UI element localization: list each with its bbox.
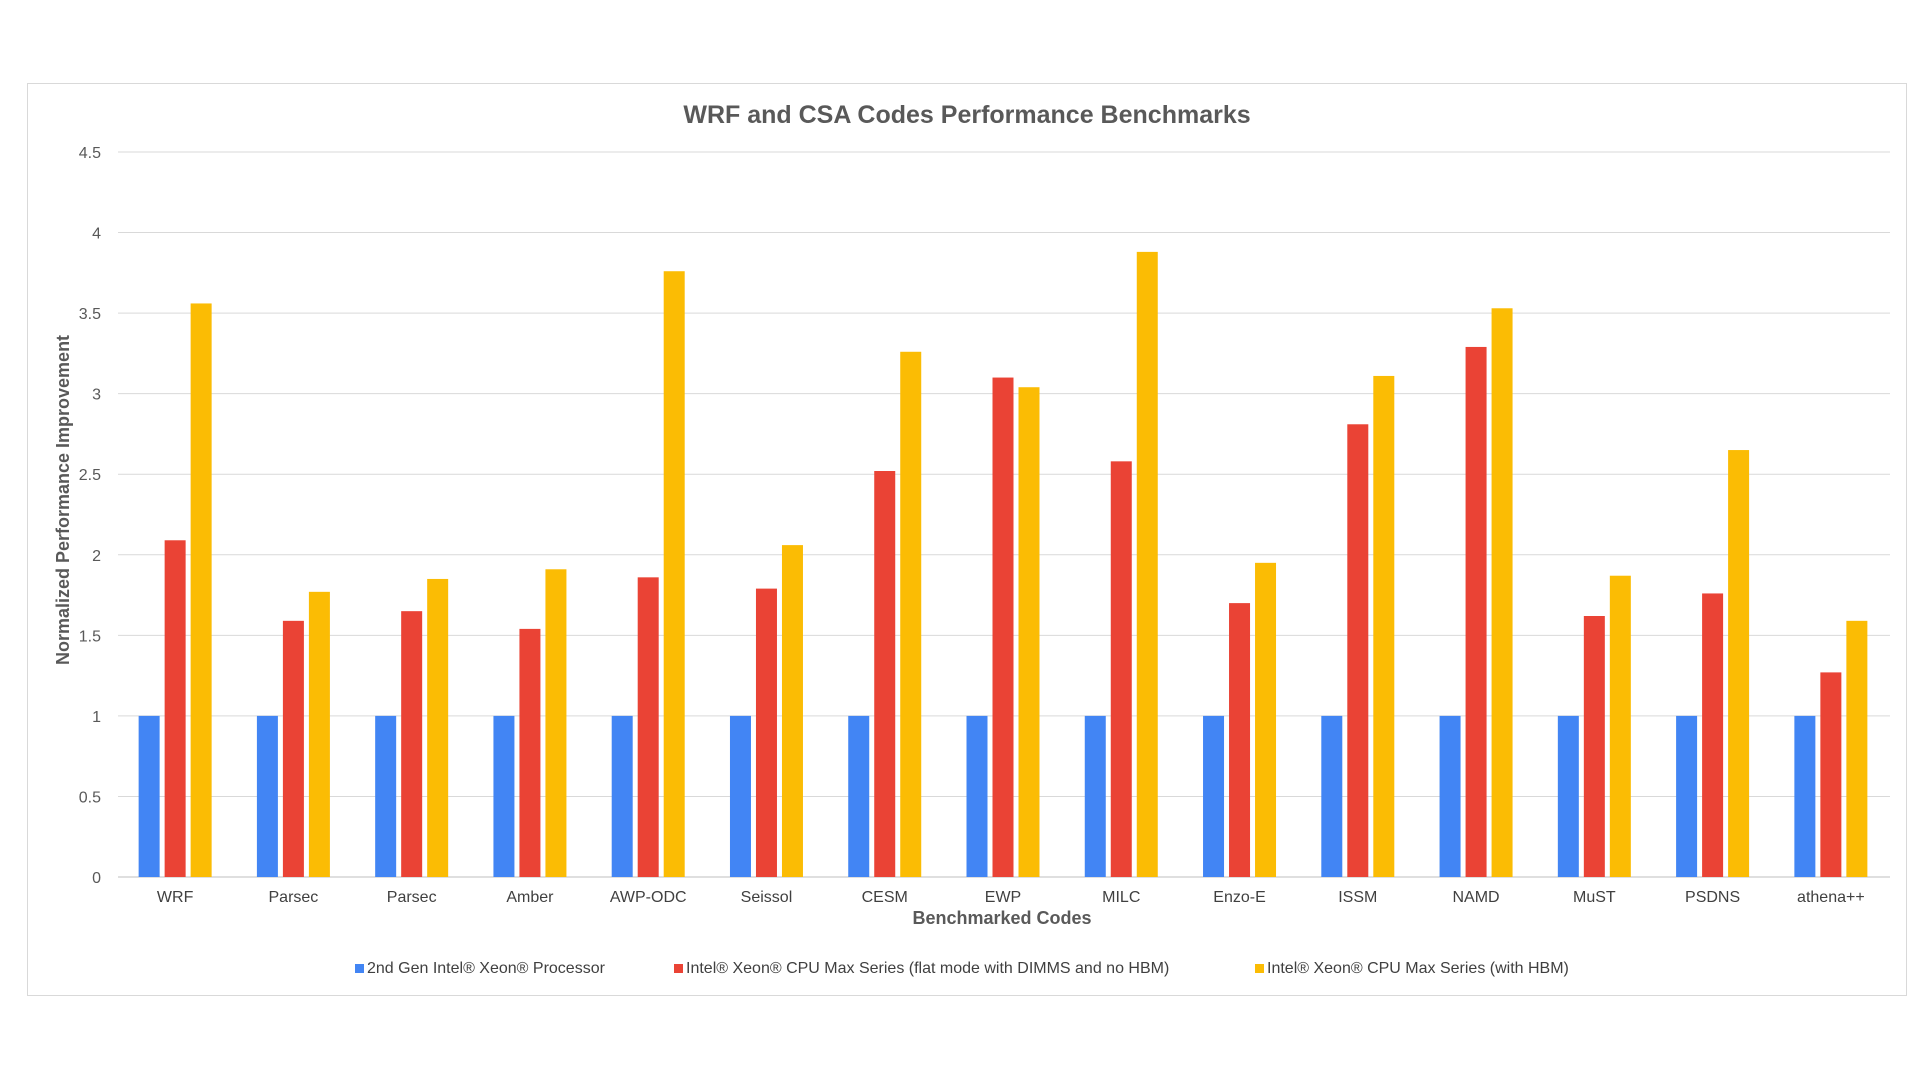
x-axis-title: Benchmarked Codes	[912, 908, 1091, 928]
y-tick-label: 0.5	[79, 789, 101, 806]
bar-cesm-series-3	[900, 351, 922, 877]
legend-swatch	[355, 964, 364, 973]
bar-awp-odc-series-1	[611, 715, 633, 877]
y-tick-label: 4.5	[79, 145, 101, 162]
x-tick-label: MuST	[1573, 889, 1616, 906]
legend-swatch	[1255, 964, 1264, 973]
bar-wrf-series-3	[190, 303, 212, 877]
bar-milc-series-1	[1084, 715, 1106, 877]
bar-awp-odc-series-3	[663, 271, 685, 877]
bar-parsec-series-2	[282, 620, 304, 877]
legend-item: Intel® Xeon® CPU Max Series (with HBM)	[1255, 960, 1569, 977]
bar-ewp-series-3	[1018, 387, 1040, 877]
bars	[138, 251, 1868, 877]
bar-seissol-series-2	[755, 588, 777, 877]
y-tick-label: 1.5	[79, 628, 101, 645]
bar-wrf-series-1	[138, 715, 160, 877]
legend: 2nd Gen Intel® Xeon® Processor Intel® Xeo…	[355, 960, 1569, 977]
bar-parsec-series-2	[401, 611, 423, 877]
bar-athena--series-2	[1820, 672, 1842, 877]
bar-milc-series-2	[1110, 461, 1132, 877]
bar-parsec-series-3	[308, 591, 330, 877]
x-tick-label: Parsec	[269, 889, 319, 906]
legend-label: 2nd Gen Intel® Xeon® Processor	[367, 960, 606, 977]
bar-athena--series-3	[1846, 620, 1868, 877]
bar-enzo-e-series-1	[1203, 715, 1225, 877]
chart-title: WRF and CSA Codes Performance Benchmarks	[683, 101, 1250, 129]
bar-ewp-series-1	[966, 715, 988, 877]
bar-parsec-series-1	[375, 715, 397, 877]
legend-label: Intel® Xeon® CPU Max Series (with HBM)	[1267, 960, 1569, 977]
bar-must-series-2	[1583, 616, 1605, 877]
x-tick-label: Enzo-E	[1213, 889, 1265, 906]
bar-namd-series-3	[1491, 308, 1513, 877]
bar-cesm-series-1	[848, 715, 870, 877]
x-tick-label: AWP-ODC	[610, 889, 687, 906]
x-tick-label: Parsec	[387, 889, 437, 906]
bar-parsec-series-1	[256, 715, 278, 877]
bar-athena--series-1	[1794, 715, 1816, 877]
bar-seissol-series-1	[729, 715, 751, 877]
x-tick-label: Amber	[506, 889, 554, 906]
bar-must-series-1	[1557, 715, 1579, 877]
bar-amber-series-3	[545, 569, 567, 877]
x-tick-label: MILC	[1102, 889, 1140, 906]
y-tick-label: 2	[92, 548, 101, 565]
chart-frame: WRF and CSA Codes Performance Benchmarks…	[27, 83, 1907, 996]
bar-issm-series-2	[1347, 424, 1369, 877]
legend-item: 2nd Gen Intel® Xeon® Processor	[355, 960, 606, 977]
bar-parsec-series-3	[427, 578, 449, 877]
x-tick-label: NAMD	[1453, 889, 1500, 906]
bar-must-series-3	[1609, 575, 1631, 877]
bar-awp-odc-series-2	[637, 577, 659, 877]
bar-cesm-series-2	[874, 471, 896, 877]
y-axis-title: Normalized Performance Improvement	[53, 335, 73, 665]
x-tick-label: Seissol	[741, 889, 793, 906]
bar-amber-series-2	[519, 628, 541, 877]
bar-psdns-series-1	[1676, 715, 1698, 877]
x-tick-label: ISSM	[1338, 889, 1377, 906]
y-axis-ticks: 0 0.5 1 1.5 2 2.5 3 3.5 4 4.5	[79, 145, 101, 887]
x-tick-label: CESM	[862, 889, 908, 906]
bar-psdns-series-2	[1702, 593, 1724, 877]
y-tick-label: 3	[92, 387, 101, 404]
y-tick-label: 1	[92, 709, 101, 726]
legend-label: Intel® Xeon® CPU Max Series (flat mode w…	[686, 960, 1169, 977]
x-tick-label: EWP	[985, 889, 1021, 906]
bar-seissol-series-3	[781, 545, 803, 877]
bar-enzo-e-series-2	[1229, 603, 1251, 877]
y-tick-label: 0	[92, 870, 101, 887]
x-tick-label: PSDNS	[1685, 889, 1740, 906]
bar-ewp-series-2	[992, 377, 1014, 877]
y-tick-label: 4	[92, 226, 101, 243]
x-tick-label: WRF	[157, 889, 194, 906]
bar-milc-series-3	[1136, 251, 1158, 877]
bar-issm-series-1	[1321, 715, 1343, 877]
bar-amber-series-1	[493, 715, 515, 877]
bar-wrf-series-2	[164, 540, 186, 877]
bar-enzo-e-series-3	[1255, 562, 1277, 877]
x-axis-ticks: WRF Parsec Parsec Amber AWP-ODC Seissol CESM EW…	[157, 889, 1865, 906]
legend-swatch	[674, 964, 683, 973]
chart-svg: WRF and CSA Codes Performance Benchmarks…	[53, 101, 1890, 977]
bar-namd-series-2	[1465, 346, 1487, 877]
y-tick-label: 2.5	[79, 467, 101, 484]
x-tick-label: athena++	[1797, 889, 1865, 906]
bar-psdns-series-3	[1728, 450, 1750, 877]
bar-namd-series-1	[1439, 715, 1461, 877]
legend-item: Intel® Xeon® CPU Max Series (flat mode w…	[674, 960, 1169, 977]
y-tick-label: 3.5	[79, 306, 101, 323]
bar-issm-series-3	[1373, 375, 1395, 877]
